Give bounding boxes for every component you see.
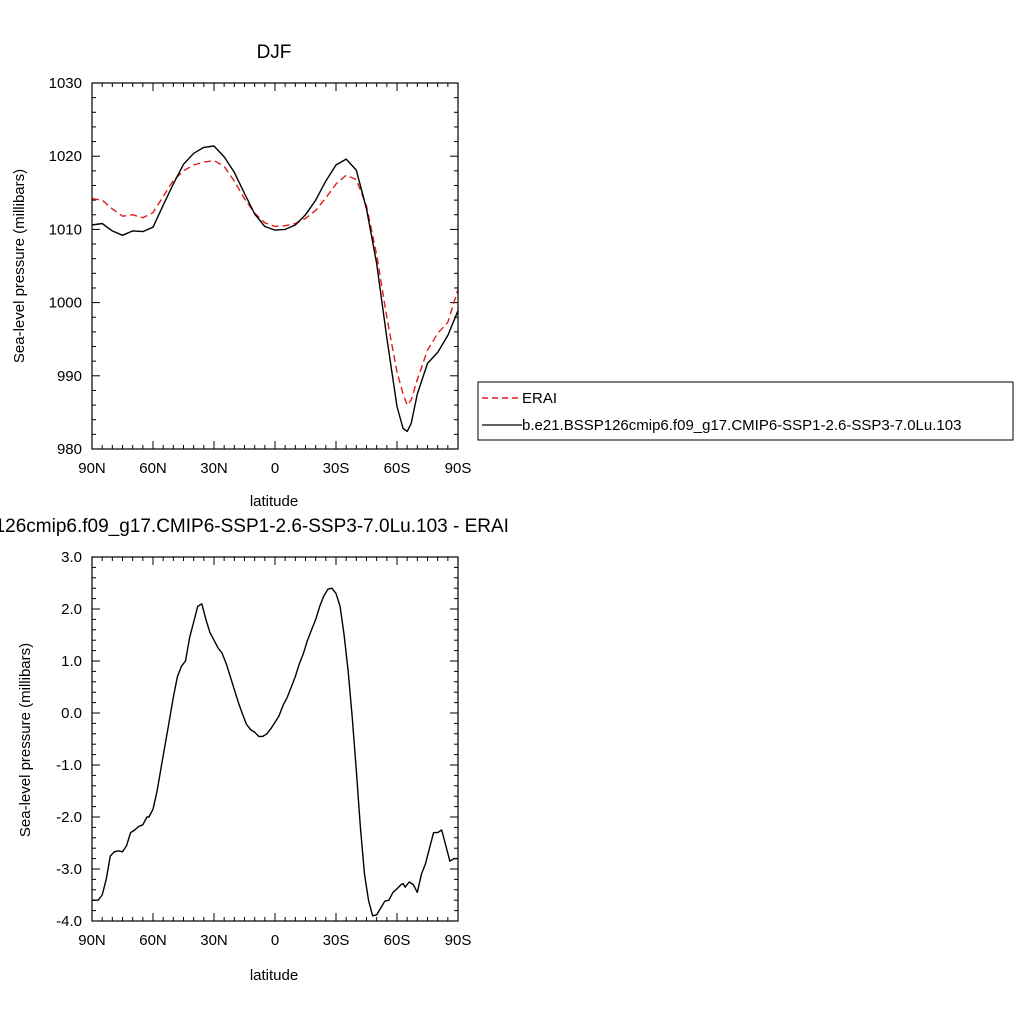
x-tick-label: 90S [445, 932, 472, 949]
x-tick-label: 90N [78, 932, 106, 949]
panel-top: DJF Sea-level pressure (millibars) latit… [11, 42, 471, 510]
panel-bottom-title: b.e21.BSSP126cmip6.f09_g17.CMIP6-SSP1-2.… [0, 516, 509, 537]
panel-bottom-series [92, 587, 458, 917]
y-tick-label: 1010 [49, 221, 82, 238]
panel-bottom-ticks: 90N 60N 30N 0 30S 60S 90S -4.0 -3.0 -2.0 -1.0 0.0 1.… [56, 549, 471, 949]
legend-erai-label: ERAI [522, 390, 557, 407]
y-tick-label: -2.0 [56, 809, 82, 826]
panel-top-series-line-1 [91, 159, 459, 406]
x-tick-label: 60N [139, 932, 167, 949]
y-tick-label: 0.0 [61, 705, 82, 722]
panel-top-series-line-2 [91, 145, 459, 433]
x-tick-label: 60S [384, 460, 411, 477]
legend-model-label: b.e21.BSSP126cmip6.f09_g17.CMIP6-SSP1-2.… [522, 417, 961, 434]
y-tick-label: 1.0 [61, 653, 82, 670]
legend-box [477, 381, 1014, 441]
panel-bottom-ylabel: Sea-level pressure (millibars) [17, 643, 34, 837]
panel-bottom-xlabel: latitude [250, 967, 298, 984]
y-tick-label: 990 [57, 368, 82, 385]
legend: ERAI b.e21.BSSP126cmip6.f09_g17.CMIP6-SS… [477, 381, 1014, 441]
x-tick-label: 90N [78, 460, 106, 477]
x-tick-label: 0 [271, 460, 279, 477]
panel-top-title: DJF [257, 42, 292, 63]
y-tick-label: 1000 [49, 295, 82, 312]
panel-top-series [91, 145, 459, 433]
y-tick-label: 980 [57, 441, 82, 458]
y-tick-label: 3.0 [61, 549, 82, 566]
y-tick-label: 1020 [49, 148, 82, 165]
panel-bottom-frame [91, 556, 459, 922]
x-tick-label: 30N [200, 460, 228, 477]
y-tick-label: 1030 [49, 75, 82, 92]
x-tick-label: 30N [200, 932, 228, 949]
y-tick-label: -3.0 [56, 861, 82, 878]
y-tick-label: -1.0 [56, 757, 82, 774]
x-tick-label: 60S [384, 932, 411, 949]
panel-top-ylabel: Sea-level pressure (millibars) [11, 169, 28, 363]
panel-bottom-series-line-1 [92, 587, 458, 917]
x-tick-label: 30S [323, 460, 350, 477]
panel-bottom: b.e21.BSSP126cmip6.f09_g17.CMIP6-SSP1-2.… [0, 516, 509, 984]
panel-top-ticks: 90N 60N 30N 0 30S 60S 90S 980 990 1000 1010 1020 103… [49, 75, 472, 477]
panel-top-frame [91, 82, 459, 450]
x-tick-label: 0 [271, 932, 279, 949]
x-tick-label: 60N [139, 460, 167, 477]
y-tick-label: 2.0 [61, 601, 82, 618]
y-tick-label: -4.0 [56, 913, 82, 930]
x-tick-label: 90S [445, 460, 472, 477]
panel-top-xlabel: latitude [250, 493, 298, 510]
x-tick-label: 30S [323, 932, 350, 949]
